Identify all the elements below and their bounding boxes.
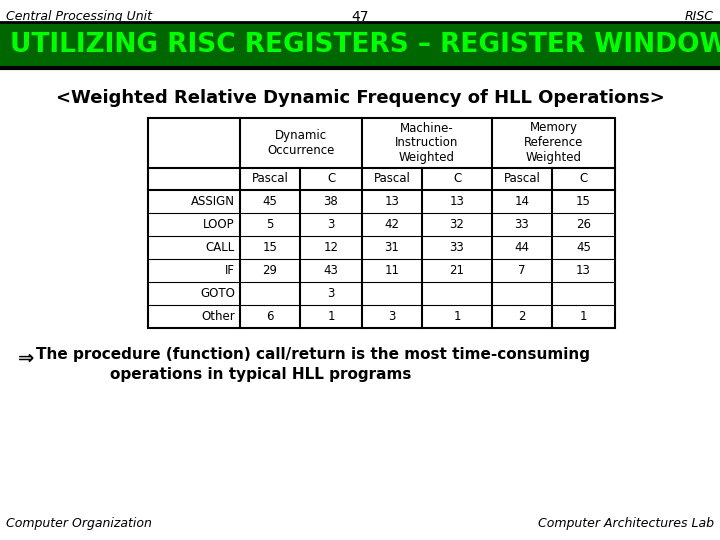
- Text: RISC: RISC: [685, 10, 714, 23]
- Text: 3: 3: [328, 287, 335, 300]
- Text: Pascal: Pascal: [374, 172, 410, 186]
- Text: 32: 32: [449, 218, 464, 231]
- Text: 11: 11: [384, 264, 400, 277]
- Text: 31: 31: [384, 241, 400, 254]
- Text: Dynamic
Occurrence: Dynamic Occurrence: [267, 129, 335, 157]
- Text: UTILIZING RISC REGISTERS – REGISTER WINDOW: UTILIZING RISC REGISTERS – REGISTER WIND…: [10, 32, 720, 58]
- Text: 3: 3: [388, 310, 396, 323]
- Text: <Weighted Relative Dynamic Frequency of HLL Operations>: <Weighted Relative Dynamic Frequency of …: [55, 89, 665, 107]
- Text: Computer Organization: Computer Organization: [6, 517, 152, 530]
- Text: 15: 15: [576, 195, 591, 208]
- Text: C: C: [453, 172, 461, 186]
- Text: Pascal: Pascal: [503, 172, 541, 186]
- Text: ASSIGN: ASSIGN: [191, 195, 235, 208]
- Text: 33: 33: [449, 241, 464, 254]
- Text: 38: 38: [323, 195, 338, 208]
- Text: 12: 12: [323, 241, 338, 254]
- Text: CALL: CALL: [206, 241, 235, 254]
- Text: 44: 44: [515, 241, 529, 254]
- Text: 29: 29: [263, 264, 277, 277]
- Text: 26: 26: [576, 218, 591, 231]
- Text: ⇒: ⇒: [18, 348, 35, 368]
- Text: Memory
Reference
Weighted: Memory Reference Weighted: [524, 122, 583, 165]
- Text: GOTO: GOTO: [200, 287, 235, 300]
- Text: 7: 7: [518, 264, 526, 277]
- Bar: [0, 22, 720, 68]
- Text: Machine-
Instruction
Weighted: Machine- Instruction Weighted: [395, 122, 459, 165]
- Text: 1: 1: [580, 310, 588, 323]
- Text: 3: 3: [328, 218, 335, 231]
- Text: Other: Other: [202, 310, 235, 323]
- Text: Central Processing Unit: Central Processing Unit: [6, 10, 152, 23]
- Text: 13: 13: [576, 264, 591, 277]
- Text: 6: 6: [266, 310, 274, 323]
- Text: Computer Architectures Lab: Computer Architectures Lab: [538, 517, 714, 530]
- Text: 13: 13: [449, 195, 464, 208]
- Text: 13: 13: [384, 195, 400, 208]
- Text: operations in typical HLL programs: operations in typical HLL programs: [110, 367, 411, 381]
- Text: Pascal: Pascal: [251, 172, 289, 186]
- Text: 1: 1: [328, 310, 335, 323]
- Text: 47: 47: [351, 10, 369, 24]
- Text: 14: 14: [515, 195, 529, 208]
- Text: 33: 33: [515, 218, 529, 231]
- Text: C: C: [327, 172, 335, 186]
- Text: LOOP: LOOP: [203, 218, 235, 231]
- Text: 42: 42: [384, 218, 400, 231]
- Text: 1: 1: [454, 310, 461, 323]
- Bar: [148, 118, 615, 328]
- Text: 45: 45: [576, 241, 591, 254]
- Text: 21: 21: [449, 264, 464, 277]
- Text: 45: 45: [263, 195, 277, 208]
- Text: 15: 15: [263, 241, 277, 254]
- Text: The procedure (function) call/return is the most time-consuming: The procedure (function) call/return is …: [36, 347, 590, 361]
- Text: 5: 5: [266, 218, 274, 231]
- Text: 2: 2: [518, 310, 526, 323]
- Text: 43: 43: [323, 264, 338, 277]
- Text: IF: IF: [225, 264, 235, 277]
- Text: C: C: [580, 172, 588, 186]
